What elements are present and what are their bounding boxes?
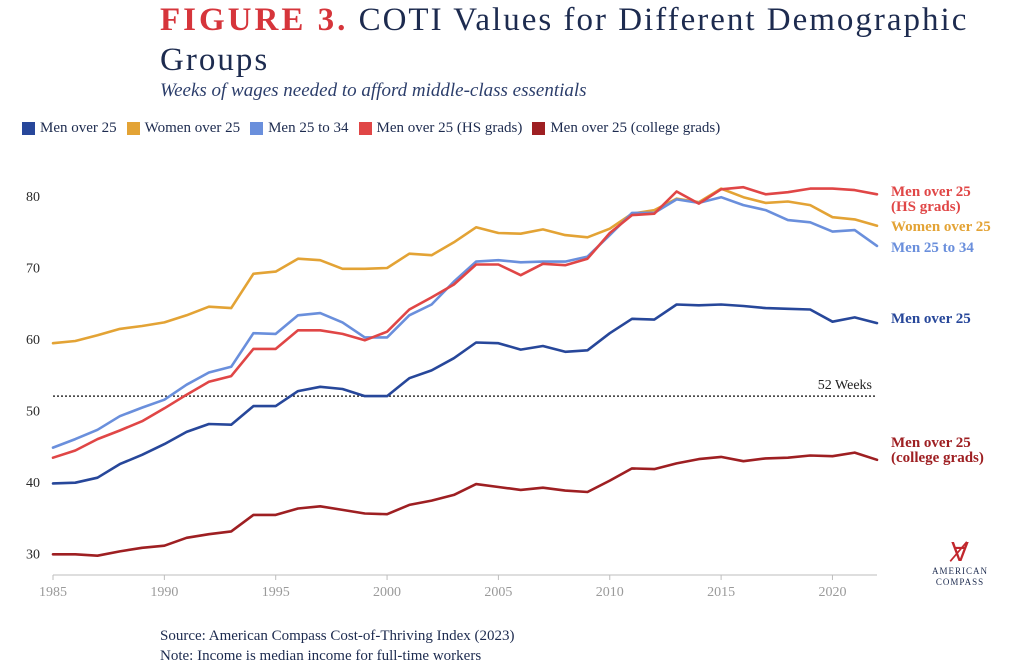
- x-tick-label: 1985: [39, 585, 67, 600]
- y-tick-label: 60: [26, 333, 40, 348]
- legend-swatch: [250, 122, 264, 135]
- series-end-label-1: Women over 25: [891, 219, 991, 235]
- series-line-2: [51, 195, 879, 449]
- source-note: Source: American Compass Cost-of-Thrivin…: [160, 628, 515, 644]
- series-end-label-2: Men 25 to 34: [891, 240, 974, 256]
- x-tick-label: 2020: [818, 585, 846, 600]
- legend-label: Men over 25 (HS grads): [376, 120, 523, 136]
- chart-subtitle: Weeks of wages needed to afford middle-c…: [160, 80, 587, 101]
- series-line-3: [51, 185, 879, 460]
- series-end-label-3: (HS grads): [891, 199, 961, 215]
- series-end-label-3: Men over 25: [891, 184, 971, 200]
- legend-label: Women over 25: [144, 120, 241, 136]
- x-tick-label: 1995: [262, 585, 290, 600]
- legend-item: Women over 25: [126, 120, 241, 137]
- x-tick-label: 1990: [150, 585, 178, 600]
- series-end-label-4: Men over 25: [891, 435, 971, 451]
- figure-label: FIGURE 3.: [160, 2, 349, 38]
- compass-a-icon: Ɐ̸: [951, 538, 969, 567]
- series-line-1: [51, 187, 879, 345]
- american-compass-logo: Ɐ̸ AMERICAN COMPASS: [920, 540, 1000, 588]
- x-tick-label: 2000: [373, 585, 401, 600]
- legend: Men over 25 Women over 25 Men 25 to 34 Men …: [22, 120, 720, 137]
- x-tick-label: 2005: [484, 585, 512, 600]
- legend-swatch: [126, 122, 140, 135]
- series-end-label-4: (college grads): [891, 450, 984, 466]
- legend-item: Men over 25 (HS grads): [358, 120, 523, 137]
- legend-item: Men over 25 (college grads): [532, 120, 720, 137]
- legend-swatch: [532, 122, 546, 135]
- y-tick-label: 70: [26, 261, 40, 276]
- legend-label: Men 25 to 34: [268, 120, 349, 136]
- legend-swatch: [358, 122, 372, 135]
- income-note: Note: Income is median income for full-t…: [160, 648, 482, 664]
- x-tick-label: 2010: [596, 585, 624, 600]
- reference-line-label: 52 Weeks: [818, 378, 872, 393]
- chart-footer: Source: American Compass Cost-of-Thrivin…: [160, 626, 515, 666]
- y-tick-label: 40: [26, 476, 40, 491]
- logo-line1: AMERICAN: [931, 566, 988, 576]
- series-line-4: [51, 451, 879, 558]
- legend-item: Men 25 to 34: [250, 120, 349, 137]
- chart-title: FIGURE 3. COTI Values for Different Demo…: [160, 0, 1000, 80]
- series-end-label-0: Men over 25: [891, 311, 971, 327]
- y-tick-label: 50: [26, 404, 40, 419]
- x-tick-label: 2015: [707, 585, 735, 600]
- series-line-0: [51, 303, 879, 485]
- legend-label: Men over 25: [40, 120, 117, 136]
- title-text: COTI Values for Different Demographic Gr…: [160, 2, 969, 78]
- y-tick-label: 80: [26, 190, 40, 205]
- y-tick-label: 30: [26, 548, 40, 563]
- legend-item: Men over 25: [22, 120, 117, 137]
- legend-label: Men over 25 (college grads): [550, 120, 721, 136]
- legend-swatch: [22, 122, 35, 135]
- logo-line2: COMPASS: [935, 577, 985, 587]
